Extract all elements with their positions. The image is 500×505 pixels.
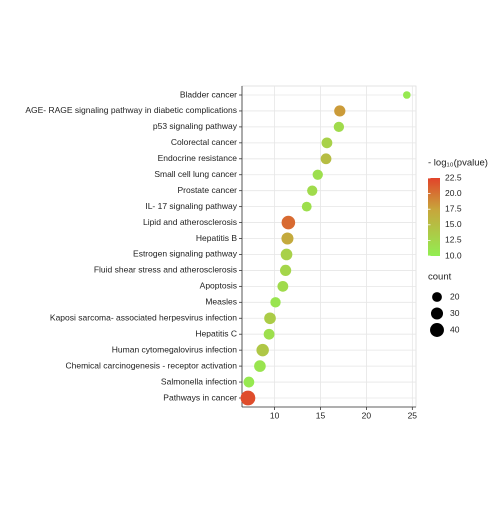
dot	[280, 248, 293, 261]
y-tick-label: IL- 17 signaling pathway	[145, 201, 237, 211]
color-tick-label: 20.0	[445, 188, 462, 198]
size-legend-dot	[430, 323, 444, 337]
size-legend-label: 20	[450, 291, 460, 301]
y-tick-label: AGE- RAGE signaling pathway in diabetic …	[25, 105, 237, 115]
dot	[256, 343, 269, 357]
y-tick-label: Endocrine resistance	[158, 153, 238, 163]
y-tick-label: Chemical carcinogenesis - receptor activ…	[66, 360, 238, 370]
dot	[264, 312, 276, 325]
color-tick-label: 15.0	[445, 219, 462, 229]
x-tick-label: 10	[270, 410, 280, 420]
x-tick-label: 25	[408, 410, 418, 420]
x-tick-label: 15	[316, 410, 326, 420]
size-legend-dot	[430, 307, 444, 320]
dot	[321, 137, 333, 149]
dot	[281, 215, 296, 230]
color-tick-label: 12.5	[445, 235, 462, 245]
dot	[270, 297, 281, 308]
dot	[277, 280, 289, 292]
y-tick-label: Salmonella infection	[161, 376, 237, 386]
dot	[307, 185, 318, 196]
dot	[334, 105, 346, 117]
color-legend-title: - log₁₀(pvalue)	[428, 158, 488, 169]
size-legend-title: count	[428, 272, 452, 283]
y-tick-label: Apoptosis	[200, 281, 237, 291]
dot	[333, 121, 345, 133]
y-tick-label: Lipid and atherosclerosis	[143, 217, 237, 227]
size-legend-label: 40	[450, 324, 460, 334]
dot	[280, 264, 292, 277]
y-tick-label: Hepatitis B	[196, 233, 237, 243]
dot	[240, 390, 256, 406]
dot	[243, 376, 255, 388]
color-tick-label: 22.5	[445, 172, 462, 182]
y-tick-label: Hepatitis C	[195, 328, 237, 338]
dot	[403, 91, 411, 99]
y-tick-label: Kaposi sarcoma- associated herpesvirus i…	[50, 313, 237, 323]
y-tick-label: Estrogen signaling pathway	[133, 249, 238, 259]
y-tick-label: Colorectal cancer	[171, 137, 237, 147]
x-tick-label: 20	[362, 410, 372, 420]
y-tick-label: Prostate cancer	[177, 185, 237, 195]
dot	[301, 201, 312, 212]
color-tick-label: 10.0	[445, 250, 462, 260]
dot	[320, 153, 332, 165]
color-tick-label: 17.5	[445, 203, 462, 213]
y-tick-label: Pathways in cancer	[163, 392, 237, 402]
dot	[263, 328, 275, 340]
y-tick-label: p53 signaling pathway	[153, 121, 238, 131]
y-tick-label: Human cytomegalovirus infection	[112, 344, 237, 354]
y-tick-label: Measles	[205, 297, 237, 307]
y-tick-label: Small cell lung cancer	[154, 169, 237, 179]
color-bar	[428, 178, 440, 256]
dot	[312, 169, 323, 180]
plot-panel	[241, 85, 417, 408]
y-tick-label: Fluid shear stress and atherosclerosis	[94, 265, 237, 275]
size-legend-dot	[432, 292, 442, 302]
y-tick-label: Bladder cancer	[180, 89, 237, 99]
dot	[281, 232, 294, 245]
dot	[254, 360, 266, 372]
size-legend-label: 30	[450, 308, 460, 318]
